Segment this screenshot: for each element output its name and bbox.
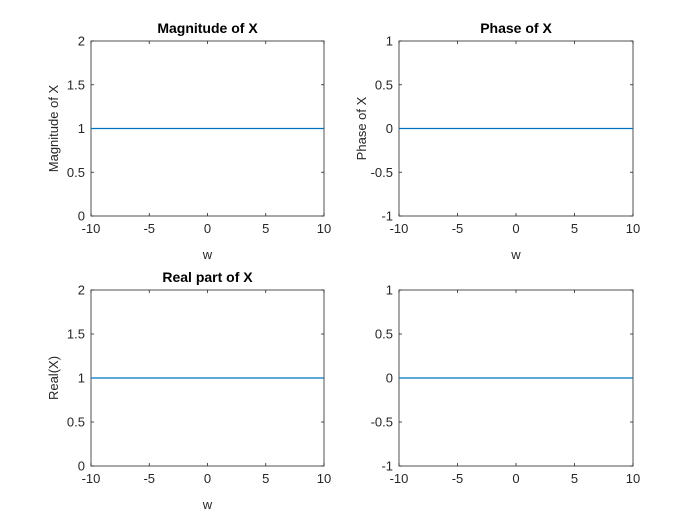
x-tick-label: 10	[626, 471, 640, 486]
x-tick-label: -10	[390, 471, 409, 486]
y-axis-label: Phase of X	[354, 96, 369, 160]
x-tick-label: 10	[317, 471, 331, 486]
x-tick-label: 0	[512, 471, 519, 486]
y-tick-label: 0.5	[375, 327, 393, 342]
subplot-title: Real part of X	[162, 269, 253, 285]
x-axis-label: w	[202, 497, 213, 512]
y-tick-label: 2	[78, 283, 85, 298]
x-tick-label: 10	[626, 221, 640, 236]
x-tick-label: 5	[571, 471, 578, 486]
x-tick-label: 5	[262, 471, 269, 486]
x-tick-label: 10	[317, 221, 331, 236]
x-tick-label: 5	[262, 221, 269, 236]
y-tick-label: 0	[386, 121, 393, 136]
y-tick-label: 0	[386, 371, 393, 386]
y-tick-label: 1	[78, 371, 85, 386]
y-tick-label: 0.5	[67, 165, 85, 180]
y-tick-label: 0.5	[67, 415, 85, 430]
x-tick-label: -5	[143, 471, 155, 486]
y-tick-label: 0	[78, 209, 85, 224]
y-tick-label: 0.5	[375, 77, 393, 92]
y-tick-label: 1	[78, 121, 85, 136]
x-tick-label: -5	[452, 471, 464, 486]
y-tick-label: 1	[386, 34, 393, 49]
y-tick-label: -1	[381, 209, 393, 224]
y-axis-label: Magnitude of X	[46, 84, 61, 172]
y-tick-label: -0.5	[371, 165, 393, 180]
x-tick-label: 0	[204, 221, 211, 236]
y-tick-label: -1	[381, 459, 393, 474]
x-axis-label: w	[510, 247, 521, 262]
subplot-4: -10 -5 0 5 10 -1 -0.5 0 0.5 1	[371, 283, 641, 487]
subplot-2: -10 -5 0 5 10 -1 -0.5 0 0.5 1 Phase of X w Phase of …	[354, 20, 640, 262]
x-tick-label: -10	[82, 221, 101, 236]
x-tick-label: 5	[571, 221, 578, 236]
x-tick-label: -10	[82, 471, 101, 486]
y-tick-label: 1	[386, 283, 393, 298]
subplot-1: -10 -5 0 5 10 0 0.5 1 1.5 2 Magnitude of X w Magnitu…	[46, 20, 331, 262]
subplot-3: -10 -5 0 5 10 0 0.5 1 1.5 2 Real part of X w Real(X)	[46, 269, 331, 512]
x-axis-label: w	[202, 247, 213, 262]
x-tick-label: 0	[204, 471, 211, 486]
y-tick-label: 1.5	[67, 77, 85, 92]
subplot-title: Phase of X	[480, 20, 552, 36]
x-tick-label: -10	[390, 221, 409, 236]
subplot-title: Magnitude of X	[157, 20, 258, 36]
y-axis-label: Real(X)	[46, 356, 61, 400]
x-tick-label: 0	[512, 221, 519, 236]
y-tick-label: 0	[78, 459, 85, 474]
x-tick-label: -5	[452, 221, 464, 236]
y-tick-label: 1.5	[67, 327, 85, 342]
y-tick-label: 2	[78, 34, 85, 49]
x-tick-label: -5	[143, 221, 155, 236]
y-tick-label: -0.5	[371, 415, 393, 430]
